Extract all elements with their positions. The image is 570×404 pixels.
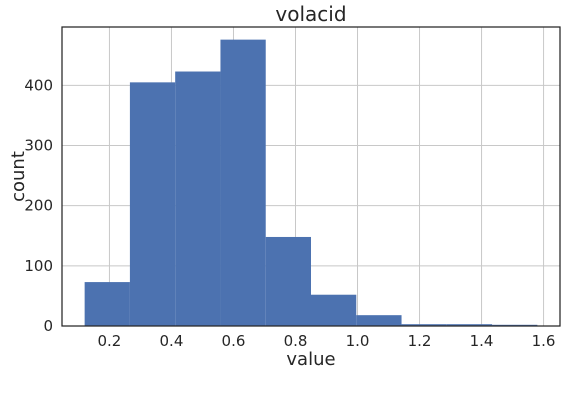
x-tick-label: 1.2 <box>408 332 432 350</box>
y-tick-label: 200 <box>24 197 53 215</box>
y-axis-label: count <box>8 151 29 202</box>
histogram-bar <box>446 324 493 326</box>
histogram-bar <box>311 294 357 326</box>
x-axis-ticks: 0.2 0.4 0.6 0.8 1.0 1.2 1.4 1.6 <box>98 332 556 350</box>
x-tick-label: 1.4 <box>470 332 494 350</box>
histogram-bar <box>356 315 402 326</box>
histogram-bar <box>129 82 176 327</box>
x-tick-label: 0.4 <box>160 332 184 350</box>
y-tick-label: 300 <box>24 137 53 155</box>
y-axis-ticks: 0 100 200 300 400 <box>24 76 53 335</box>
x-tick-label: 1.0 <box>346 332 370 350</box>
histogram-bar <box>401 324 447 326</box>
x-tick-label: 1.6 <box>532 332 556 350</box>
x-tick-label: 0.6 <box>222 332 246 350</box>
histogram-bar <box>220 39 266 327</box>
chart-title: volacid <box>275 2 346 26</box>
bars <box>84 39 538 327</box>
x-tick-label: 0.8 <box>284 332 308 350</box>
x-axis-label: value <box>286 349 335 370</box>
x-tick-label: 0.2 <box>98 332 122 350</box>
y-tick-label: 100 <box>24 257 53 275</box>
plot-frame <box>61 26 561 327</box>
histogram-bar <box>175 71 221 327</box>
histogram-bar <box>84 282 130 326</box>
histogram-bar <box>265 236 311 326</box>
y-tick-label: 0 <box>43 317 53 335</box>
y-tick-label: 400 <box>24 76 53 94</box>
